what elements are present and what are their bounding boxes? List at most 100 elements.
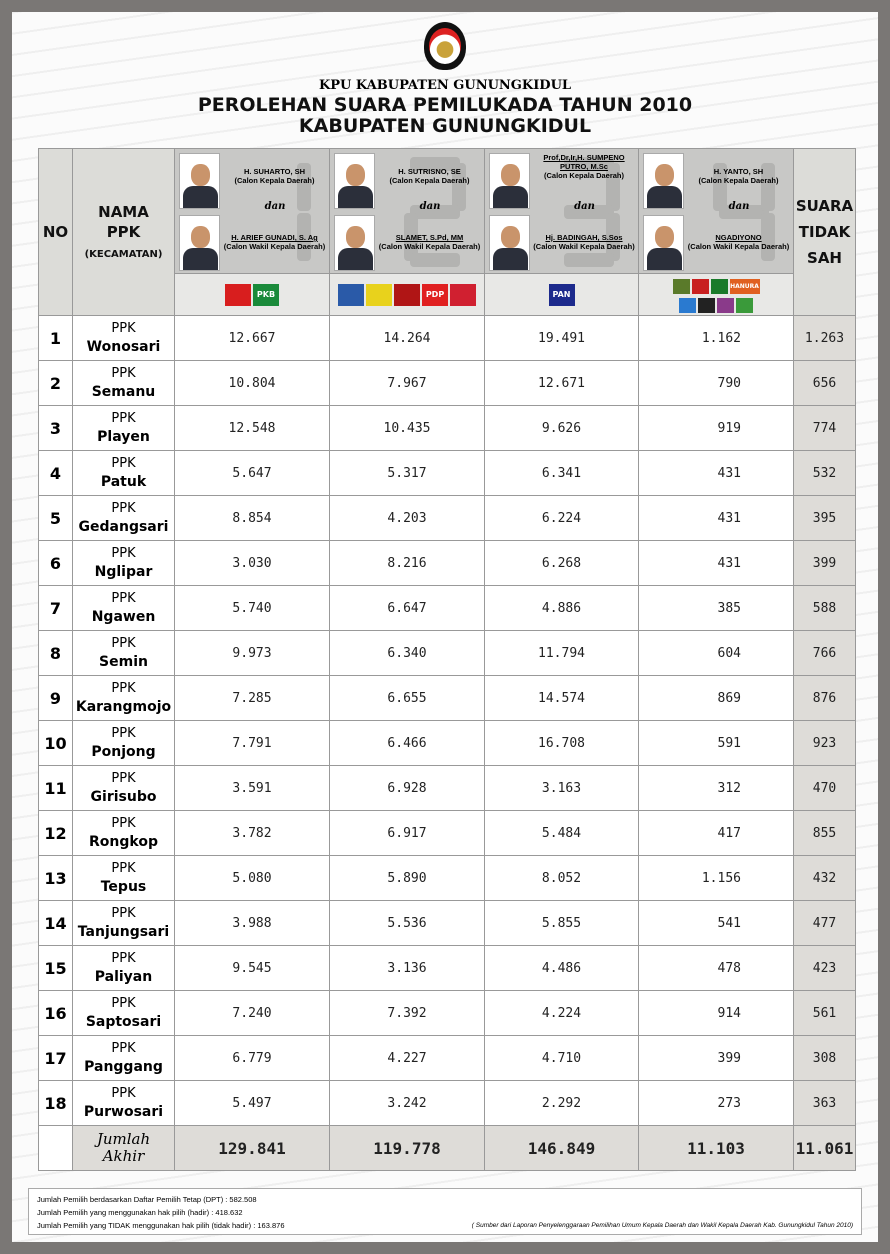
invalid-cell: 561 bbox=[793, 990, 856, 1036]
page-subtitle: KABUPATEN GUNUNGKIDUL bbox=[298, 115, 592, 137]
invalid-cell: 1.263 bbox=[793, 315, 856, 361]
ppk-name: Girisubo bbox=[90, 789, 157, 805]
row-no: 6 bbox=[38, 540, 73, 586]
candidate-number-graphic bbox=[713, 163, 775, 261]
wakil-role: (Calon Wakil Kepala Daerah) bbox=[378, 242, 481, 251]
candidate-number-segment bbox=[410, 157, 460, 171]
wakil-photo bbox=[489, 215, 530, 271]
candidate-number-segment bbox=[713, 163, 727, 211]
col-nama: NAMA PPK (KECAMATAN) bbox=[72, 148, 175, 316]
vote-cell: 14.574 bbox=[484, 675, 639, 721]
table-row: 14 PPK Tanjungsari 3.988 5.536 5.855 541 477 bbox=[38, 900, 856, 946]
party-logo-icon bbox=[338, 283, 364, 306]
dpt-count: Jumlah Pemilih berdasarkan Daftar Pemili… bbox=[37, 1195, 257, 1204]
vote-cell: 6.655 bbox=[329, 675, 485, 721]
results-table: NO NAMA PPK (KECAMATAN) H. SUHARTO, SH (C… bbox=[38, 148, 856, 1171]
table-row: 2 PPK Semanu 10.804 7.967 12.671 790 656 bbox=[38, 360, 856, 406]
vote-cell: 3.988 bbox=[174, 900, 330, 946]
ppk-name: Gedangsari bbox=[78, 519, 169, 535]
table-row: 13 PPK Tepus 5.080 5.890 8.052 1.156 432 bbox=[38, 855, 856, 901]
vote-cell: 7.392 bbox=[329, 990, 485, 1036]
vote-cell: 790 bbox=[638, 360, 794, 406]
table-row: 7 PPK Ngawen 5.740 6.647 4.886 385 588 bbox=[38, 585, 856, 631]
invalid-cell: 766 bbox=[793, 630, 856, 676]
col-nama-3: (KECAMATAN) bbox=[84, 249, 163, 260]
vote-cell: 431 bbox=[638, 495, 794, 541]
ppk-name: Wonosari bbox=[86, 339, 161, 355]
vote-cell: 3.782 bbox=[174, 810, 330, 856]
kepala-name: H. SUTRISNO, SE bbox=[398, 167, 461, 176]
ppk-prefix: PPK bbox=[111, 906, 136, 921]
org-name: KPU KABUPATEN GUNUNGKIDUL bbox=[318, 78, 572, 93]
invalid-cell: 855 bbox=[793, 810, 856, 856]
vote-cell: 4.486 bbox=[484, 945, 639, 991]
row-no: 13 bbox=[38, 855, 73, 901]
poster: KPU KABUPATEN GUNUNGKIDUL PEROLEHAN SUAR… bbox=[12, 12, 878, 1242]
ppk-prefix: PPK bbox=[111, 591, 136, 606]
table-row: 8 PPK Semin 9.973 6.340 11.794 604 766 bbox=[38, 630, 856, 676]
row-no: 12 bbox=[38, 810, 73, 856]
vote-cell: 7.285 bbox=[174, 675, 330, 721]
kepala-photo bbox=[643, 153, 684, 209]
hadir-count: Jumlah Pemilih yang menggunakan hak pili… bbox=[37, 1208, 243, 1217]
row-ppk: PPK Semanu bbox=[72, 360, 175, 406]
candidate-number-segment bbox=[761, 213, 775, 261]
kepala-photo bbox=[179, 153, 220, 209]
footer-summary: Jumlah Pemilih berdasarkan Daftar Pemili… bbox=[28, 1188, 862, 1235]
connector: dan bbox=[419, 201, 441, 212]
total-label: Jumlah Akhir bbox=[72, 1125, 175, 1171]
kepala-role: (Calon Kepala Daerah) bbox=[234, 176, 315, 185]
total-blank bbox=[38, 1125, 73, 1171]
kpu-logo bbox=[424, 22, 466, 70]
vote-cell: 6.917 bbox=[329, 810, 485, 856]
vote-cell: 4.227 bbox=[329, 1035, 485, 1081]
row-no: 9 bbox=[38, 675, 73, 721]
vote-cell: 6.340 bbox=[329, 630, 485, 676]
vote-cell: 12.671 bbox=[484, 360, 639, 406]
candidate-number-segment bbox=[410, 205, 460, 219]
vote-cell: 431 bbox=[638, 540, 794, 586]
candidate-number-segment bbox=[404, 213, 418, 261]
table-row: 6 PPK Nglipar 3.030 8.216 6.268 431 399 bbox=[38, 540, 856, 586]
vote-cell: 5.855 bbox=[484, 900, 639, 946]
ppk-prefix: PPK bbox=[111, 771, 136, 786]
candidate-3: Prof,Dr,Ir,H. SUMPENO PUTRO, M.Sc (Calon … bbox=[484, 148, 639, 274]
candidate-number-graphic bbox=[297, 163, 311, 261]
party-logo-icon bbox=[736, 297, 753, 313]
ppk-prefix: PPK bbox=[111, 456, 136, 471]
party-logo-icon: HANURA bbox=[729, 278, 760, 294]
vote-cell: 10.804 bbox=[174, 360, 330, 406]
vote-cell: 6.647 bbox=[329, 585, 485, 631]
total-label-1: Jumlah bbox=[96, 1130, 151, 1148]
ppk-name: Tanjungsari bbox=[77, 924, 170, 940]
wakil-photo bbox=[334, 215, 375, 271]
vote-cell: 312 bbox=[638, 765, 794, 811]
party-logo-icon: PDP bbox=[422, 283, 448, 306]
row-no: 17 bbox=[38, 1035, 73, 1081]
party-logo-icon bbox=[366, 283, 392, 306]
wakil-name: H. ARIEF GUNADI, S. Ag bbox=[231, 233, 318, 242]
vote-cell: 2.292 bbox=[484, 1080, 639, 1126]
candidate-number-segment bbox=[297, 163, 311, 211]
vote-cell: 1.156 bbox=[638, 855, 794, 901]
kepala-name: Prof,Dr,Ir,H. SUMPENO PUTRO, M.Sc bbox=[543, 153, 625, 171]
candidate-2: H. SUTRISNO, SE (Calon Kepala Daerah) dan… bbox=[329, 148, 485, 274]
vote-cell: 12.548 bbox=[174, 405, 330, 451]
row-ppk: PPK Gedangsari bbox=[72, 495, 175, 541]
row-no: 8 bbox=[38, 630, 73, 676]
tidak-hadir-count: Jumlah Pemilih yang TIDAK menggunakan ha… bbox=[37, 1221, 285, 1230]
candidate-number-segment bbox=[297, 213, 311, 261]
candidate-number-segment bbox=[719, 205, 769, 219]
vote-cell: 478 bbox=[638, 945, 794, 991]
party-logo-icon bbox=[679, 297, 696, 313]
kepala-role: (Calon Kepala Daerah) bbox=[698, 176, 779, 185]
vote-cell: 16.708 bbox=[484, 720, 639, 766]
connector: dan bbox=[574, 201, 595, 212]
ppk-prefix: PPK bbox=[111, 636, 136, 651]
row-no: 2 bbox=[38, 360, 73, 406]
vote-cell: 5.647 bbox=[174, 450, 330, 496]
vote-cell: 6.268 bbox=[484, 540, 639, 586]
invalid-cell: 395 bbox=[793, 495, 856, 541]
invalid-cell: 470 bbox=[793, 765, 856, 811]
ppk-name: Karangmojo bbox=[75, 699, 172, 715]
